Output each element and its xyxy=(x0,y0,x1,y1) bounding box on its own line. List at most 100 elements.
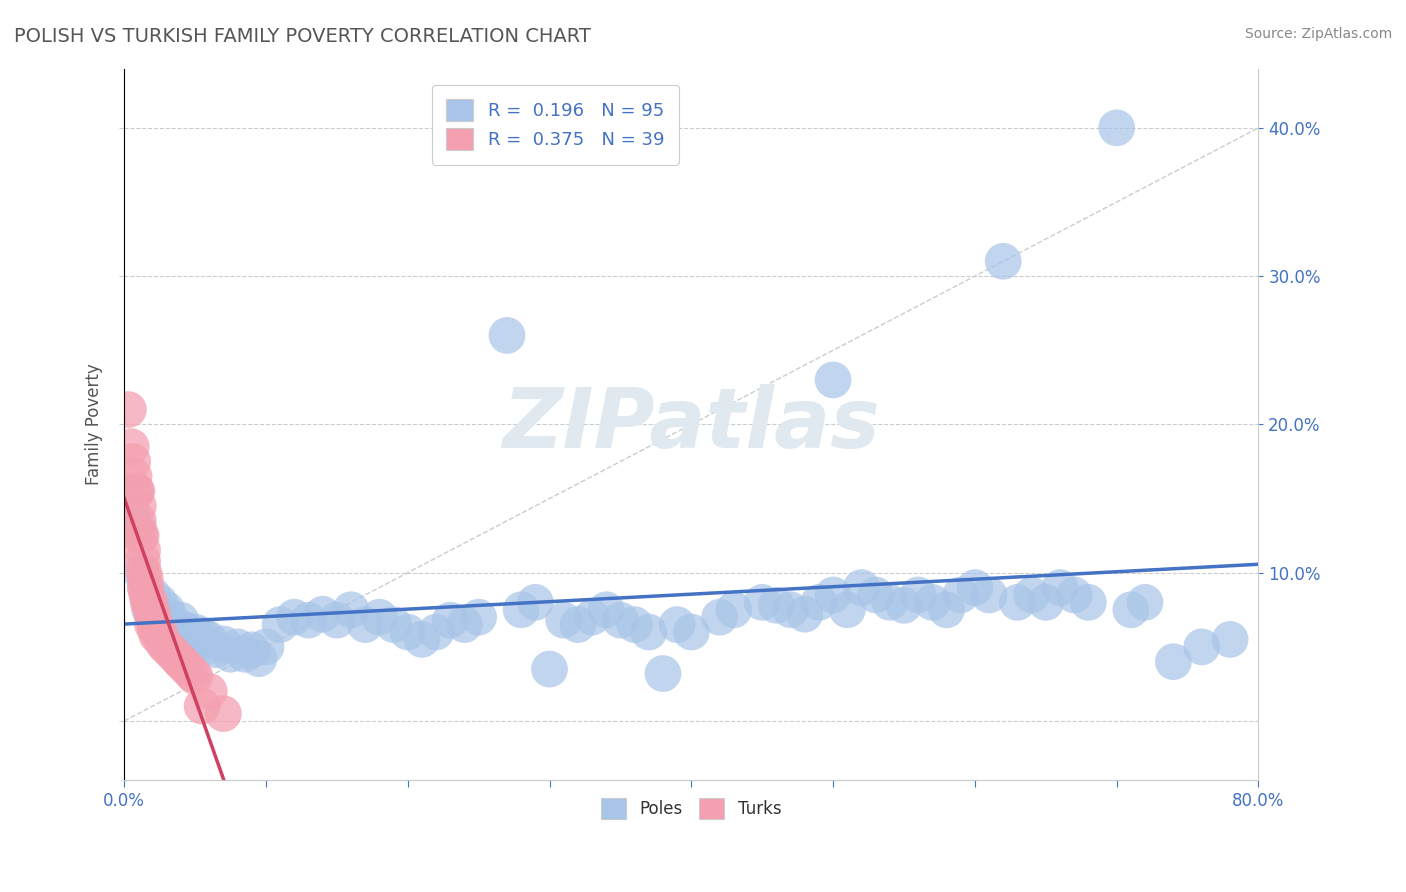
Point xyxy=(159,642,181,657)
Point xyxy=(1021,588,1043,602)
Point xyxy=(177,662,200,676)
Text: POLISH VS TURKISH FAMILY POVERTY CORRELATION CHART: POLISH VS TURKISH FAMILY POVERTY CORRELA… xyxy=(14,27,591,45)
Point xyxy=(425,625,447,640)
Point xyxy=(120,440,142,454)
Point xyxy=(1163,655,1185,669)
Point xyxy=(124,484,146,499)
Point xyxy=(141,617,163,632)
Point xyxy=(823,588,845,602)
Point xyxy=(396,625,419,640)
Text: Source: ZipAtlas.com: Source: ZipAtlas.com xyxy=(1244,27,1392,41)
Point xyxy=(652,666,675,681)
Legend: Poles, Turks: Poles, Turks xyxy=(595,792,789,825)
Point xyxy=(240,642,263,657)
Point xyxy=(129,528,152,542)
Point xyxy=(131,554,153,568)
Point xyxy=(138,595,160,609)
Point xyxy=(595,603,617,617)
Point xyxy=(145,628,167,642)
Point xyxy=(297,613,319,627)
Point xyxy=(153,617,176,632)
Point xyxy=(143,610,166,624)
Point xyxy=(340,603,363,617)
Point xyxy=(254,640,277,654)
Point xyxy=(1007,595,1029,609)
Point xyxy=(195,640,218,654)
Point xyxy=(128,528,150,542)
Point xyxy=(167,651,190,665)
Point xyxy=(139,603,162,617)
Point xyxy=(879,595,901,609)
Y-axis label: Family Poverty: Family Poverty xyxy=(86,364,103,485)
Point xyxy=(581,610,603,624)
Point xyxy=(1063,588,1085,602)
Point xyxy=(793,607,815,622)
Point xyxy=(723,603,745,617)
Point xyxy=(181,632,204,647)
Point xyxy=(149,625,172,640)
Point xyxy=(142,613,165,627)
Point xyxy=(510,603,533,617)
Point xyxy=(326,613,349,627)
Point xyxy=(1133,595,1156,609)
Point xyxy=(150,632,173,647)
Point xyxy=(907,588,929,602)
Point xyxy=(368,610,391,624)
Point xyxy=(269,617,291,632)
Point xyxy=(141,588,163,602)
Point xyxy=(538,662,561,676)
Point xyxy=(159,610,181,624)
Point xyxy=(141,607,163,622)
Point xyxy=(167,625,190,640)
Point xyxy=(198,684,221,698)
Point xyxy=(136,595,159,609)
Point xyxy=(637,625,659,640)
Point xyxy=(117,402,139,417)
Point xyxy=(187,637,209,651)
Point xyxy=(1049,581,1071,595)
Point xyxy=(1119,603,1142,617)
Point xyxy=(382,617,405,632)
Point xyxy=(666,617,689,632)
Point xyxy=(138,603,160,617)
Point xyxy=(127,514,149,528)
Point xyxy=(524,595,547,609)
Point xyxy=(134,573,156,587)
Point xyxy=(153,637,176,651)
Point xyxy=(134,581,156,595)
Point xyxy=(198,632,221,647)
Point xyxy=(247,651,270,665)
Text: ZIPatlas: ZIPatlas xyxy=(502,384,880,465)
Point xyxy=(311,607,333,622)
Point xyxy=(191,699,214,714)
Point xyxy=(127,499,149,513)
Point xyxy=(177,628,200,642)
Point xyxy=(963,581,986,595)
Point xyxy=(163,617,186,632)
Point xyxy=(935,603,957,617)
Point xyxy=(135,588,157,602)
Point xyxy=(623,617,645,632)
Point xyxy=(837,603,859,617)
Point xyxy=(354,617,377,632)
Point xyxy=(181,666,204,681)
Point xyxy=(219,647,242,661)
Point xyxy=(453,617,475,632)
Point xyxy=(226,640,249,654)
Point xyxy=(851,581,873,595)
Point xyxy=(553,613,575,627)
Point xyxy=(163,647,186,661)
Point xyxy=(156,640,179,654)
Point xyxy=(120,507,142,521)
Point xyxy=(205,642,228,657)
Point xyxy=(439,613,461,627)
Point xyxy=(993,254,1015,268)
Point xyxy=(233,647,256,661)
Point xyxy=(156,603,179,617)
Point xyxy=(143,622,166,636)
Point xyxy=(681,625,703,640)
Point xyxy=(977,588,1000,602)
Point xyxy=(170,613,193,627)
Point xyxy=(283,610,305,624)
Point xyxy=(709,610,731,624)
